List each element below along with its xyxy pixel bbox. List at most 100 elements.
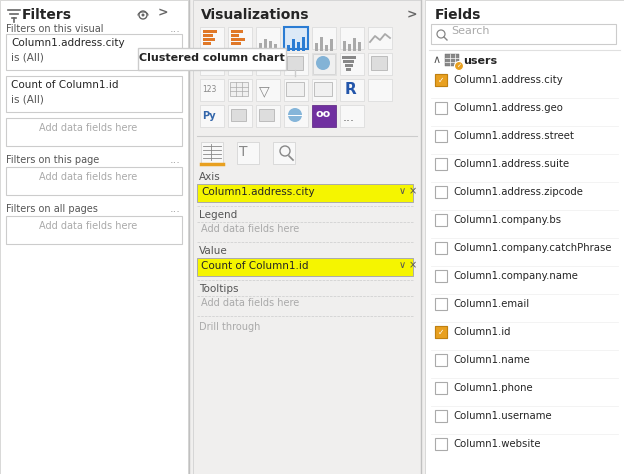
- Bar: [203, 34, 213, 37]
- Bar: [320, 37, 323, 51]
- Bar: [256, 79, 280, 101]
- Bar: [435, 74, 447, 86]
- Bar: [368, 27, 392, 49]
- Text: Py: Py: [202, 111, 216, 121]
- Text: ×: ×: [409, 260, 417, 270]
- Bar: [345, 64, 353, 67]
- Text: Filters on this page: Filters on this page: [6, 155, 99, 165]
- Text: ✓: ✓: [456, 64, 462, 69]
- Text: Column1.id: Column1.id: [453, 327, 510, 337]
- Bar: [348, 44, 351, 51]
- Text: Add data fields here: Add data fields here: [39, 123, 137, 133]
- Text: Count of Column1.id: Count of Column1.id: [201, 261, 308, 271]
- Bar: [312, 27, 336, 49]
- Text: R: R: [345, 82, 357, 97]
- Bar: [256, 53, 280, 75]
- Bar: [312, 105, 336, 127]
- Text: Add data fields here: Add data fields here: [201, 224, 300, 234]
- Bar: [325, 45, 328, 51]
- Bar: [431, 24, 616, 44]
- Bar: [284, 53, 308, 75]
- Bar: [138, 48, 286, 70]
- Bar: [368, 53, 392, 75]
- Bar: [353, 38, 356, 51]
- Bar: [312, 105, 336, 127]
- Bar: [231, 38, 245, 41]
- Bar: [287, 56, 303, 70]
- Bar: [346, 68, 351, 71]
- Text: Column1.address.zipcode: Column1.address.zipcode: [453, 187, 583, 197]
- Bar: [200, 105, 224, 127]
- Text: Column1.company.catchPhrase: Column1.company.catchPhrase: [453, 243, 612, 253]
- Text: Column1.company.bs: Column1.company.bs: [453, 215, 561, 225]
- Bar: [228, 53, 252, 75]
- Text: Add data fields here: Add data fields here: [201, 298, 300, 308]
- Bar: [312, 53, 336, 75]
- Bar: [197, 184, 413, 202]
- Bar: [297, 42, 300, 51]
- Bar: [231, 42, 241, 45]
- Text: Column1.email: Column1.email: [453, 299, 529, 309]
- Bar: [425, 0, 624, 474]
- Text: users: users: [463, 56, 497, 66]
- Text: >: >: [407, 8, 417, 21]
- Bar: [312, 79, 336, 101]
- Bar: [6, 76, 182, 112]
- Text: ...: ...: [170, 155, 181, 165]
- Bar: [435, 270, 447, 282]
- Bar: [203, 30, 217, 33]
- Text: Column1.username: Column1.username: [453, 411, 552, 421]
- Bar: [358, 42, 361, 51]
- Bar: [340, 27, 364, 49]
- Bar: [259, 43, 262, 51]
- Bar: [230, 82, 248, 96]
- Bar: [435, 242, 447, 254]
- Text: Drill through: Drill through: [199, 322, 260, 332]
- Bar: [287, 45, 290, 51]
- Text: Clustered column chart: Clustered column chart: [139, 53, 285, 63]
- Bar: [231, 30, 243, 33]
- Text: Filters: Filters: [22, 8, 72, 22]
- Bar: [286, 82, 304, 96]
- Circle shape: [288, 108, 302, 122]
- Text: Column1.address.city: Column1.address.city: [201, 187, 314, 197]
- Text: Fields: Fields: [435, 8, 481, 22]
- Bar: [256, 105, 280, 127]
- Text: Column1.name: Column1.name: [453, 355, 530, 365]
- Bar: [200, 79, 224, 101]
- Bar: [6, 34, 182, 70]
- Bar: [193, 0, 421, 474]
- Bar: [228, 27, 252, 49]
- Bar: [435, 326, 447, 338]
- Text: Search: Search: [451, 26, 489, 36]
- Text: Legend: Legend: [199, 210, 237, 220]
- Bar: [343, 41, 346, 51]
- Bar: [200, 53, 224, 75]
- Text: oo: oo: [316, 109, 331, 119]
- Text: ✓: ✓: [438, 75, 444, 84]
- Text: 123: 123: [202, 85, 217, 94]
- Text: Column1.address.city: Column1.address.city: [453, 75, 563, 85]
- Text: ...: ...: [343, 111, 355, 124]
- Text: >: >: [158, 6, 168, 19]
- Bar: [435, 186, 447, 198]
- Bar: [330, 39, 333, 51]
- Text: Count of Column1.id: Count of Column1.id: [11, 80, 119, 90]
- Bar: [203, 42, 211, 45]
- Text: ...: ...: [170, 24, 181, 34]
- Bar: [435, 130, 447, 142]
- Text: is (All): is (All): [11, 52, 44, 62]
- Bar: [302, 37, 305, 51]
- Text: Tooltips: Tooltips: [199, 284, 238, 294]
- Bar: [284, 27, 308, 49]
- Bar: [313, 54, 335, 74]
- Text: Column1.address.city: Column1.address.city: [11, 38, 125, 48]
- Bar: [274, 44, 277, 51]
- Text: is (All): is (All): [11, 94, 44, 104]
- Circle shape: [454, 62, 464, 71]
- Bar: [315, 43, 318, 51]
- Bar: [445, 54, 459, 66]
- Bar: [435, 214, 447, 226]
- Text: ∨: ∨: [399, 260, 406, 270]
- Bar: [435, 158, 447, 170]
